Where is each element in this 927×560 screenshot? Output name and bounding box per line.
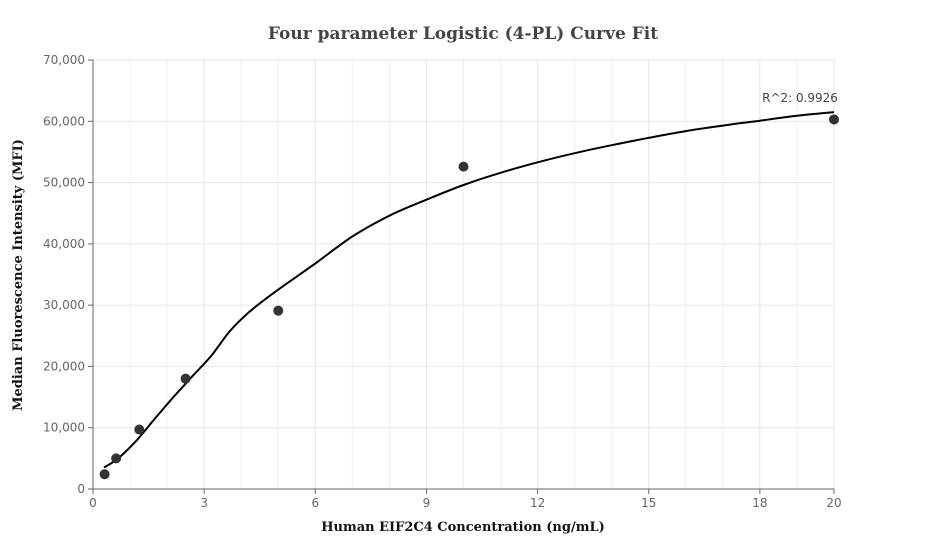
grid [92, 59, 835, 490]
annotations: R^2: 0.9926 [762, 91, 838, 105]
fit-curve-line [103, 111, 835, 469]
y-axis-ticks: 0 10,000 20,000 30,000 40,000 50,000 60,000 70,… [43, 53, 93, 496]
x-axis-label: Human EIF2C4 Concentration (ng/mL) [321, 520, 605, 535]
data-point [458, 161, 469, 172]
data-point [829, 114, 839, 125]
data-point [180, 373, 191, 384]
x-tick-label: 0 [89, 496, 97, 510]
data-point [273, 305, 284, 316]
x-tick-label: 12 [530, 496, 545, 510]
x-tick-label: 20 [826, 496, 841, 510]
y-tick-label: 60,000 [43, 114, 85, 128]
y-tick-label: 10,000 [43, 421, 85, 435]
data-point [134, 424, 145, 435]
y-axis-label: Median Fluorescence Intensity (MFI) [11, 139, 26, 411]
x-tick-label: 15 [641, 496, 656, 510]
y-tick-label: 30,000 [43, 298, 85, 312]
r-squared-annotation: R^2: 0.9926 [762, 91, 838, 105]
chart-title: Four parameter Logistic (4-PL) Curve Fit [268, 24, 658, 44]
data-points [99, 114, 839, 480]
x-tick-label: 9 [423, 496, 431, 510]
x-axis-ticks: 0 3 6 9 12 15 18 20 [89, 489, 842, 510]
x-tick-label: 6 [311, 496, 319, 510]
y-tick-label: 20,000 [43, 359, 85, 373]
x-tick-label: 3 [200, 496, 208, 510]
axes [92, 60, 834, 490]
data-point [99, 469, 110, 480]
y-tick-label: 50,000 [43, 176, 85, 190]
y-tick-label: 0 [77, 482, 85, 496]
x-tick-label: 18 [752, 496, 767, 510]
y-tick-label: 70,000 [43, 53, 85, 67]
data-point [111, 453, 122, 464]
y-tick-label: 40,000 [43, 237, 85, 251]
